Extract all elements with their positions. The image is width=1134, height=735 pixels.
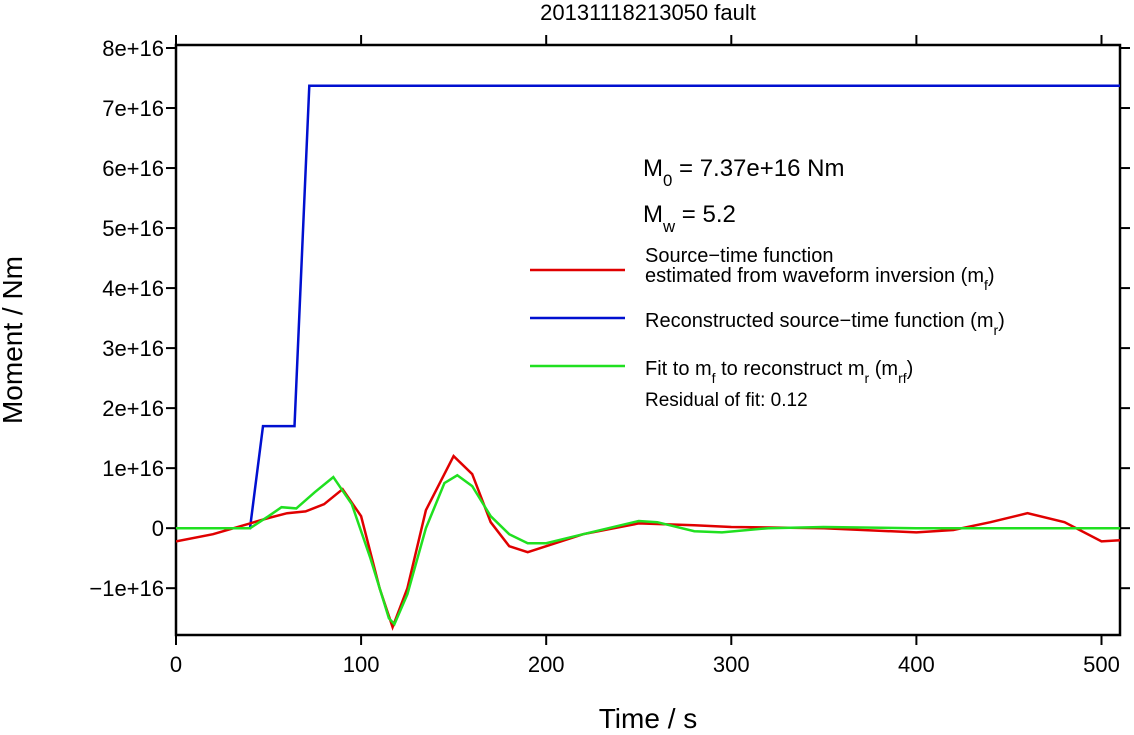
- note: Residual of fit: 0.12: [645, 390, 808, 411]
- x-tick-label: 200: [528, 652, 565, 677]
- y-tick-label: 8e+16: [102, 36, 164, 61]
- legend-label-sub: f: [712, 370, 716, 386]
- plot-frame: [174, 43, 1122, 637]
- annotation-part: M: [643, 155, 663, 182]
- annotation-sub: 0: [663, 171, 672, 190]
- legend-label: Source−time function: [645, 245, 833, 267]
- chart-title: 20131118213050 fault: [540, 0, 756, 25]
- annotation-sub: w: [662, 217, 676, 236]
- x-tick-label: 0: [170, 652, 182, 677]
- x-tick-label: 400: [898, 652, 935, 677]
- y-tick-label: 6e+16: [102, 156, 164, 181]
- legend-label-part: ): [988, 265, 995, 287]
- series-line: [176, 473, 1120, 627]
- y-tick-label: 7e+16: [102, 96, 164, 121]
- y-axis-label: Moment / Nm: [0, 256, 28, 424]
- legend-label-part: (m: [869, 358, 898, 380]
- legend-label: Fit to mf to reconstruct mr (mrf): [645, 358, 913, 386]
- y-tick-label: −1e+16: [89, 576, 164, 601]
- series-line: [176, 84, 1120, 530]
- y-tick-label: 2e+16: [102, 396, 164, 421]
- legend-label-part: Fit to m: [645, 358, 712, 380]
- legend-label-part: ): [998, 310, 1005, 332]
- annotation: M0 = 7.37e+16 Nm: [643, 155, 844, 190]
- legend-label: Reconstructed source−time function (mr): [645, 310, 1005, 338]
- legend-label-part: ): [907, 358, 914, 380]
- y-tick-label: 5e+16: [102, 216, 164, 241]
- legend-label-sub: r: [865, 370, 870, 386]
- x-axis-label: Time / s: [599, 703, 698, 734]
- legend-label-part: Reconstructed source−time function (m: [645, 310, 994, 332]
- y-tick-label: 3e+16: [102, 336, 164, 361]
- legend-label-sub: rf: [898, 370, 907, 386]
- x-tick-label: 100: [343, 652, 380, 677]
- annotation-part: = 5.2: [675, 201, 736, 228]
- annotation-part: M: [643, 201, 663, 228]
- legend-label: estimated from waveform inversion (mf): [645, 265, 995, 293]
- series-line: [176, 454, 1120, 631]
- plot-area: [176, 84, 1120, 631]
- y-tick-label: 0: [152, 516, 164, 541]
- x-tick-label: 500: [1083, 652, 1120, 677]
- y-tick-label: 1e+16: [102, 456, 164, 481]
- annotation: Mw = 5.2: [643, 201, 736, 236]
- legend-label-part: Source−time function: [645, 245, 833, 267]
- x-tick-label: 300: [713, 652, 750, 677]
- annotation-part: = 7.37e+16 Nm: [672, 155, 844, 182]
- legend-label-sub: r: [994, 322, 999, 338]
- legend-label-part: estimated from waveform inversion (m: [645, 265, 984, 287]
- y-tick-label: 4e+16: [102, 276, 164, 301]
- legend-label-part: to reconstruct m: [716, 358, 865, 380]
- legend-label-sub: f: [984, 277, 988, 293]
